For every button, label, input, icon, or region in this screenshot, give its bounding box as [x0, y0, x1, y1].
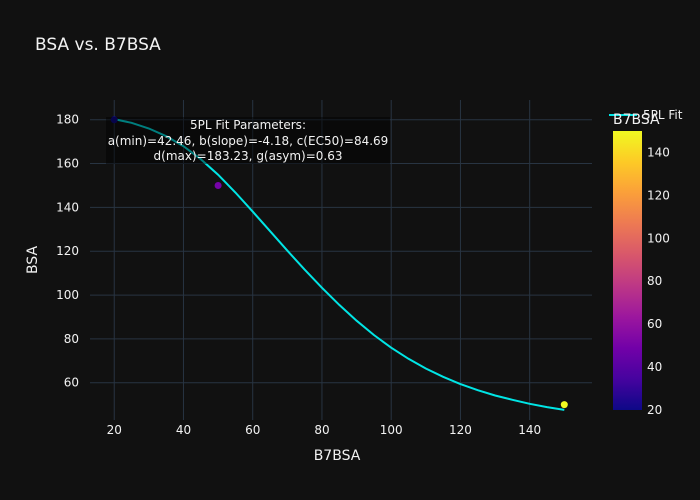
fit-line-5pl: [113, 118, 565, 411]
x-tick-label: 100: [380, 423, 403, 437]
legend[interactable]: 5PL Fit: [609, 108, 683, 122]
x-axis-label: B7BSA: [314, 448, 361, 464]
plot-area: [110, 116, 568, 411]
y-axis-label: BSA: [25, 246, 41, 275]
colorbar-tick-label: 120: [647, 188, 670, 202]
colorbar-tick-label: 100: [647, 231, 670, 245]
colorbar-gradient: [613, 131, 642, 410]
colorbar-tick-label: 80: [647, 274, 662, 288]
data-point: [214, 181, 222, 189]
x-tick-label: 80: [314, 423, 329, 437]
colorbar-title: B7BSA: [613, 112, 660, 128]
colorbar: B7BSA 20 40 60 80 100 120 140: [613, 112, 670, 417]
y-tick-label: 60: [64, 376, 79, 390]
annotation-line-3: d(max)=183.23, g(asym)=0.63: [154, 149, 343, 163]
fit-parameters-annotation: 5PL Fit Parameters: a(min)=42.46, b(slop…: [106, 117, 390, 164]
y-tick-label: 140: [56, 200, 79, 214]
colorbar-tick-label: 60: [647, 317, 662, 331]
grid: [90, 100, 592, 420]
x-tick-label: 120: [449, 423, 472, 437]
colorbar-tick-label: 40: [647, 360, 662, 374]
x-tick-label: 40: [176, 423, 191, 437]
chart-title: BSA vs. B7BSA: [35, 35, 161, 55]
x-tick-label: 20: [107, 423, 122, 437]
y-tick-label: 120: [56, 244, 79, 258]
colorbar-tick-label: 140: [647, 145, 670, 159]
x-tick-label: 140: [518, 423, 541, 437]
annotation-line-2: a(min)=42.46, b(slope)=-4.18, c(EC50)=84…: [108, 134, 389, 148]
colorbar-tick-labels: 20 40 60 80 100 120 140: [647, 145, 670, 417]
y-tick-label: 180: [56, 113, 79, 127]
y-tick-label: 160: [56, 157, 79, 171]
annotation-line-1: 5PL Fit Parameters:: [190, 118, 306, 132]
colorbar-tick-label: 20: [647, 403, 662, 417]
tick-labels: 20 40 60 80 100 120 140 60 80 100 120 140 160 180: [56, 113, 541, 437]
x-tick-label: 60: [245, 423, 260, 437]
y-tick-label: 80: [64, 332, 79, 346]
data-point: [560, 401, 568, 409]
data-point: [110, 116, 118, 124]
legend-entry-5pl-fit[interactable]: 5PL Fit: [643, 108, 683, 122]
y-tick-label: 100: [56, 288, 79, 302]
